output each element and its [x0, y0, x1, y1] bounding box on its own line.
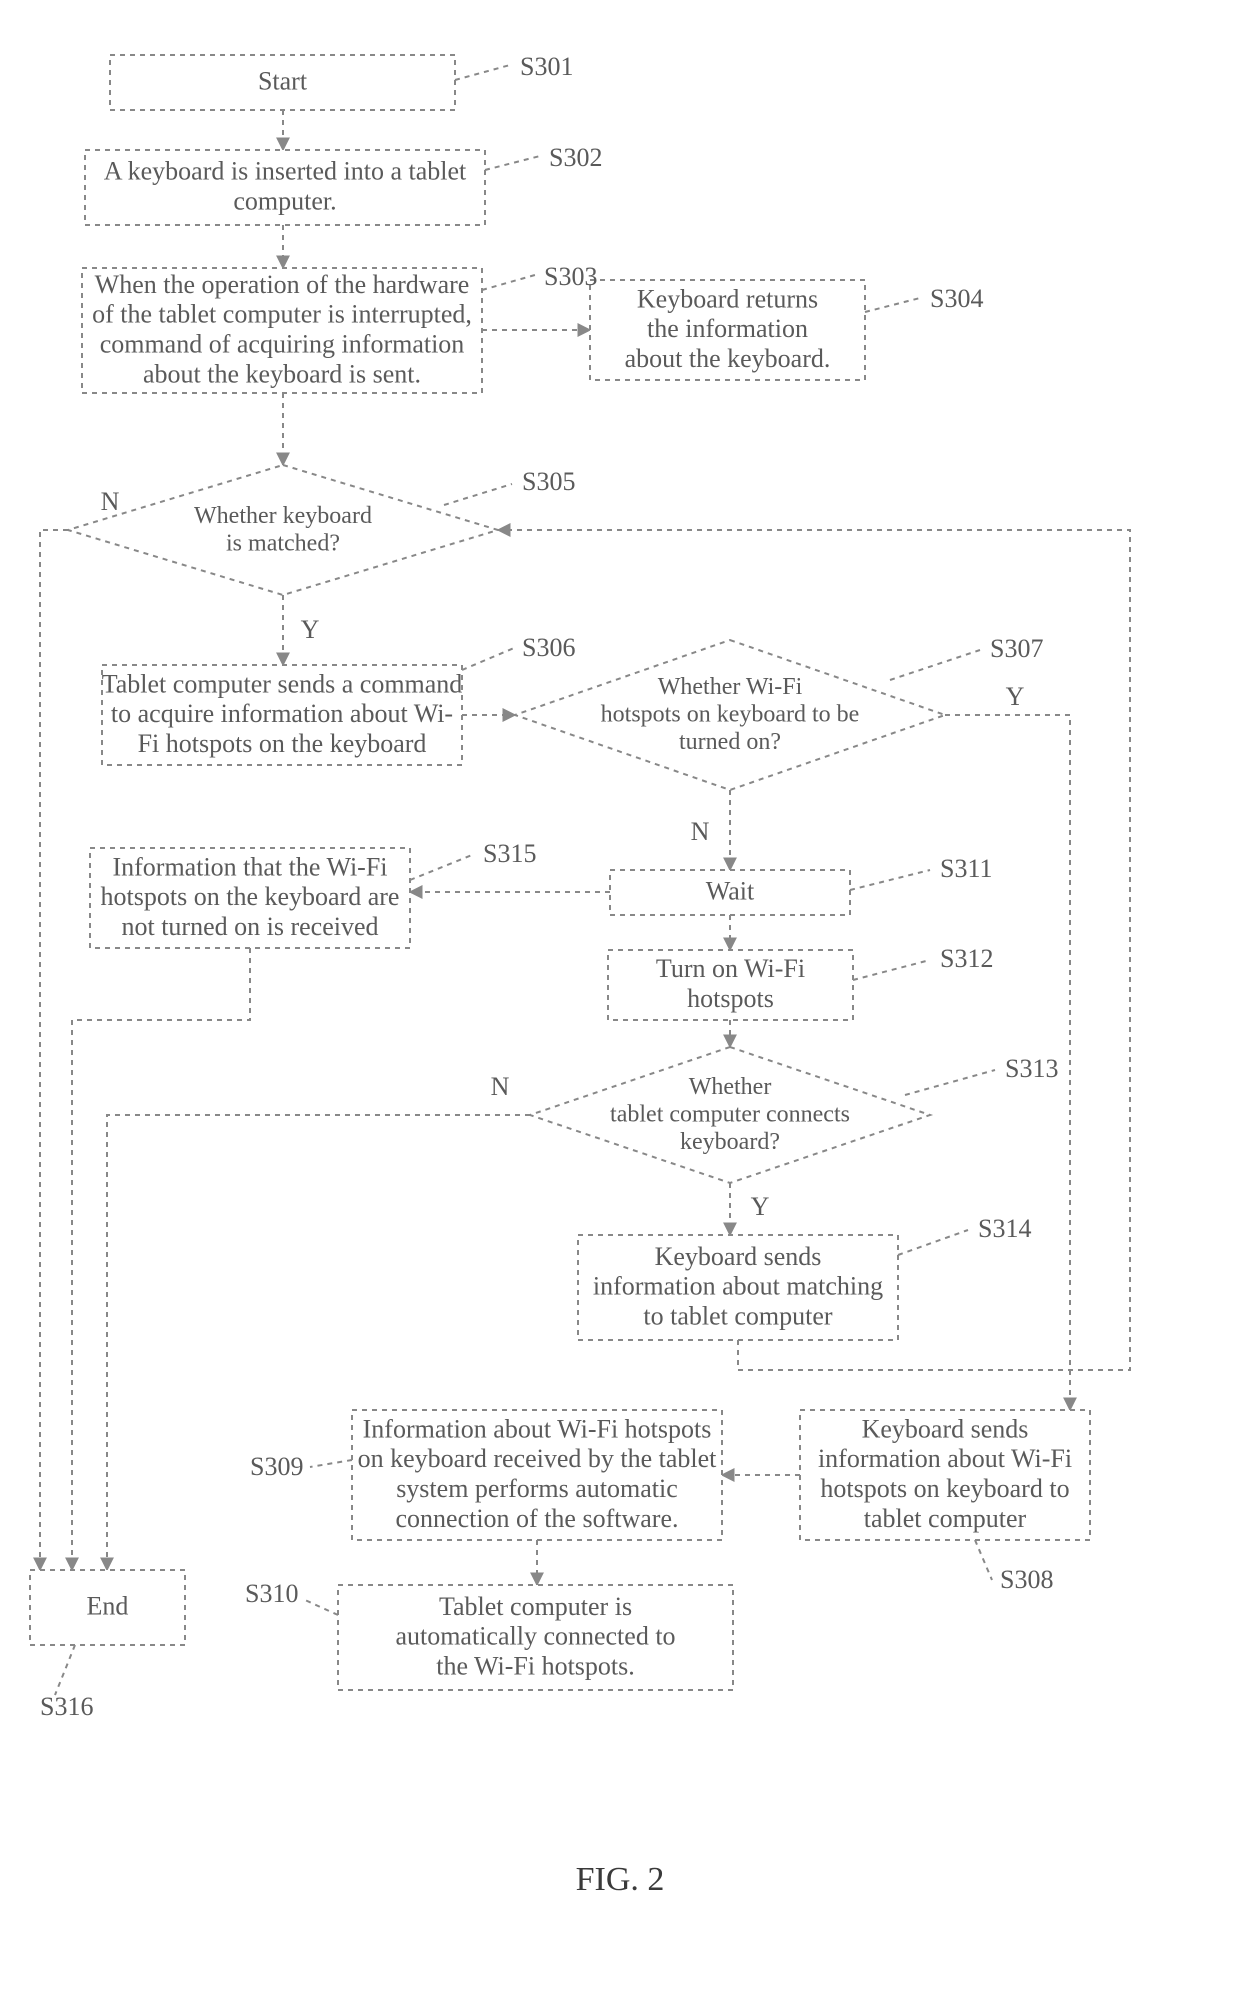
figure-label: FIG. 2 [576, 1861, 665, 1898]
node-s305: Whether keyboardis matched? [68, 465, 498, 595]
node-s307: Whether Wi-Fihotspots on keyboard to bet… [515, 640, 945, 790]
node-s316: End [30, 1570, 185, 1645]
node-s307-line-1: hotspots on keyboard to be [601, 702, 860, 728]
node-s307-line-0: Whether Wi-Fi [658, 674, 803, 700]
node-s315-line-2: not turned on is received [121, 912, 378, 941]
edge-14 [72, 948, 250, 1570]
step-label-s310: S310 [245, 1579, 298, 1608]
leader-s316 [55, 1645, 75, 1695]
leader-s304 [865, 298, 920, 312]
leader-s310 [305, 1600, 338, 1615]
node-s305-line-0: Whether keyboard [194, 503, 372, 529]
node-s309-line-2: system performs automatic [396, 1474, 678, 1503]
step-label-s316: S316 [40, 1692, 93, 1721]
node-s312: Turn on Wi-Fihotspots [608, 950, 853, 1020]
leader-s309 [310, 1460, 352, 1467]
edge-5 [40, 530, 68, 1570]
edge-label-7: N [691, 817, 710, 846]
leader-s306 [462, 648, 514, 670]
node-s301-line-0: Start [258, 67, 308, 96]
node-s308: Keyboard sendsinformation about Wi-Fihot… [800, 1410, 1090, 1540]
node-s301: Start [110, 55, 455, 110]
step-label-s315: S315 [483, 839, 536, 868]
node-s315: Information that the Wi-Fihotspots on th… [90, 848, 410, 948]
leader-s302 [485, 156, 540, 170]
step-label-s311: S311 [940, 854, 993, 883]
node-s303-line-1: of the tablet computer is interrupted, [92, 300, 472, 329]
node-s306: Tablet computer sends a commandto acquir… [102, 665, 463, 765]
leader-s305 [444, 484, 512, 505]
node-s314-line-2: to tablet computer [643, 1302, 833, 1331]
node-s308-line-0: Keyboard sends [862, 1414, 1029, 1443]
leader-s307 [890, 650, 980, 680]
node-s302: A keyboard is inserted into a tabletcomp… [85, 150, 485, 225]
node-s303-line-2: command of acquiring information [100, 330, 465, 359]
node-s315-line-0: Information that the Wi-Fi [112, 852, 387, 881]
node-s315-line-1: hotspots on the keyboard are [101, 882, 400, 911]
leader-s311 [850, 870, 930, 890]
step-label-s314: S314 [978, 1214, 1031, 1243]
step-label-s301: S301 [520, 52, 573, 81]
edge-label-4: Y [301, 615, 320, 644]
node-s304-line-2: about the keyboard. [625, 344, 831, 373]
step-label-s309: S309 [250, 1452, 303, 1481]
node-s316-line-0: End [87, 1592, 129, 1621]
step-label-s302: S302 [549, 143, 602, 172]
node-s308-line-3: tablet computer [864, 1504, 1027, 1533]
edge-label-13: N [491, 1072, 510, 1101]
node-s311-line-0: Wait [706, 877, 755, 906]
node-s313-line-1: tablet computer connects [610, 1102, 850, 1128]
node-s303: When the operation of the hardwareof the… [82, 268, 482, 393]
node-s306-line-1: to acquire information about Wi- [111, 699, 453, 728]
node-s313: Whethertablet computer connectskeyboard? [530, 1047, 930, 1183]
edge-label-9: Y [1006, 682, 1025, 711]
node-s307-line-2: turned on? [679, 729, 781, 755]
node-s310-line-2: the Wi-Fi hotspots. [436, 1652, 635, 1681]
node-s313-line-2: keyboard? [680, 1129, 780, 1155]
node-s303-line-0: When the operation of the hardware [95, 270, 470, 299]
leader-s315 [410, 855, 472, 880]
step-label-s306: S306 [522, 633, 575, 662]
step-label-s312: S312 [940, 944, 993, 973]
node-s306-line-0: Tablet computer sends a command [102, 669, 463, 698]
node-s313-line-0: Whether [689, 1074, 772, 1100]
node-s312-line-0: Turn on Wi-Fi [656, 954, 805, 983]
edge-label-5: N [101, 487, 120, 516]
leader-s314 [898, 1230, 968, 1255]
step-label-s313: S313 [1005, 1054, 1058, 1083]
leader-s313 [905, 1070, 995, 1095]
step-label-s304: S304 [930, 284, 983, 313]
node-s309-line-1: on keyboard received by the tablet [358, 1444, 718, 1473]
leader-s308 [975, 1540, 992, 1580]
node-s314-line-0: Keyboard sends [655, 1242, 822, 1271]
node-s305-line-1: is matched? [226, 530, 340, 556]
step-label-s303: S303 [544, 262, 597, 291]
node-s310: Tablet computer isautomatically connecte… [338, 1585, 733, 1690]
node-s302-line-1: computer. [233, 187, 336, 216]
node-s309: Information about Wi-Fi hotspotson keybo… [352, 1410, 722, 1540]
step-label-s307: S307 [990, 634, 1043, 663]
node-s304: Keyboard returnsthe informationabout the… [590, 280, 865, 380]
step-label-s305: S305 [522, 467, 575, 496]
leader-s301 [455, 65, 510, 80]
node-s314-line-1: information about matching [593, 1272, 883, 1301]
node-s309-line-3: connection of the software. [395, 1504, 678, 1533]
step-label-s308: S308 [1000, 1565, 1053, 1594]
node-s311: Wait [610, 870, 850, 915]
leader-s312 [853, 960, 930, 980]
node-s314: Keyboard sendsinformation about matching… [578, 1235, 898, 1340]
node-s306-line-2: Fi hotspots on the keyboard [138, 729, 427, 758]
node-s303-line-3: about the keyboard is sent. [143, 360, 421, 389]
node-s312-line-1: hotspots [687, 984, 774, 1013]
node-s309-line-0: Information about Wi-Fi hotspots [363, 1414, 712, 1443]
node-s308-line-2: hotspots on keyboard to [820, 1474, 1069, 1503]
leader-s303 [482, 275, 535, 290]
edge-label-12: Y [751, 1192, 770, 1221]
node-s304-line-1: the information [647, 314, 808, 343]
node-s310-line-0: Tablet computer is [439, 1592, 632, 1621]
node-s308-line-1: information about Wi-Fi [818, 1444, 1072, 1473]
node-s302-line-0: A keyboard is inserted into a tablet [104, 157, 467, 186]
node-s304-line-0: Keyboard returns [637, 284, 818, 313]
node-s310-line-1: automatically connected to [395, 1622, 675, 1651]
